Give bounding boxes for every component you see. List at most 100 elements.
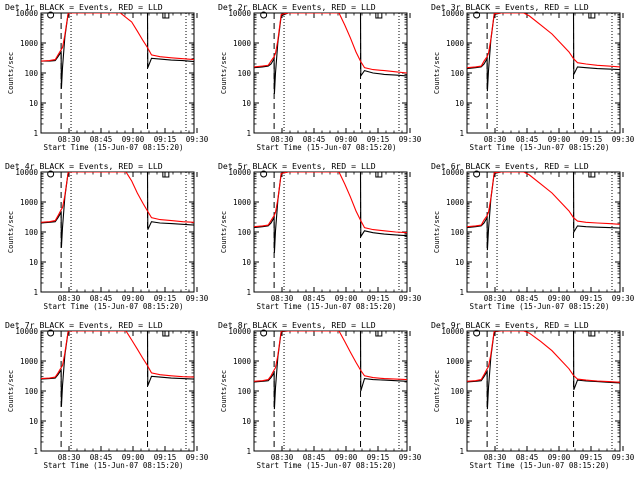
y-tick-label: 10000 [228,168,251,177]
top-circle-marker [47,11,55,19]
x-tick-label: 09:00 [335,135,358,144]
detector-panel: Det 9r BLACK = Events, RED = LLD 1 10 100 10… [431,320,635,470]
y-tick-label: 1 [246,288,251,297]
y-tick-label: 1000 [20,357,39,366]
top-circle-marker [47,329,55,337]
top-bracket-marker [588,331,596,337]
y-axis-label: Counts/sec [7,211,15,253]
x-tick-label: 08:30 [271,453,294,462]
plot-frame [40,171,195,293]
panel-title: Det 5r BLACK = Events, RED = LLD [218,161,376,171]
y-tick-label: 1 [459,129,464,138]
y-tick-label: 1 [33,447,38,456]
x-tick-label: 08:45 [90,453,113,462]
y-tick-label: 100 [24,69,38,78]
y-tick-label: 100 [24,228,38,237]
x-tick-label: 09:00 [122,453,145,462]
panel-title: Det 8r BLACK = Events, RED = LLD [218,320,376,330]
top-bracket-marker [375,13,383,19]
x-tick-label: 09:30 [612,453,635,462]
plot-frame [40,12,195,134]
x-tick-label: 09:15 [154,294,177,303]
x-tick-label: 08:30 [271,294,294,303]
x-tick-label: 09:15 [367,294,390,303]
x-tick-label: 09:00 [548,135,571,144]
series-line-lld [254,172,407,234]
y-axis-label: Counts/sec [7,370,15,412]
x-tick-label: 09:00 [548,453,571,462]
y-tick-label: 10000 [228,9,251,18]
x-tick-label: 09:15 [154,453,177,462]
plot-frame [466,171,621,293]
x-tick-label: 09:30 [612,294,635,303]
x-tick-label: 08:30 [484,294,507,303]
y-tick-label: 10000 [441,168,464,177]
top-bracket-marker [162,172,170,178]
y-tick-label: 10000 [441,327,464,336]
x-tick-label: 08:45 [90,135,113,144]
x-tick-label: 09:30 [186,135,209,144]
x-axis-label: Start Time (15-Jun-07 08:15:20) [470,143,610,152]
x-tick-label: 09:30 [399,453,422,462]
x-axis-label: Start Time (15-Jun-07 08:15:20) [470,461,610,470]
series-line-lld [254,13,407,74]
x-tick-label: 08:45 [516,453,539,462]
top-circle-marker [260,11,268,19]
x-tick-label: 08:45 [303,135,326,144]
panel-title: Det 7r BLACK = Events, RED = LLD [5,320,163,330]
series-line-lld [254,331,407,382]
detector-panel: Det 2r BLACK = Events, RED = LLD 1 10 100 10… [218,2,422,152]
x-tick-label: 08:45 [516,135,539,144]
top-bracket-marker [588,172,596,178]
series-line-lld [467,172,620,228]
y-tick-label: 100 [450,69,464,78]
y-axis-label: Counts/sec [433,52,441,94]
x-tick-label: 09:15 [580,294,603,303]
top-circle-marker [260,170,268,178]
plot-frame [40,330,195,452]
series-line-lld [467,13,620,69]
top-circle-marker [473,329,481,337]
series-line-events [41,331,194,407]
top-circle-marker [473,170,481,178]
y-axis-label: Counts/sec [220,211,228,253]
y-tick-label: 1000 [20,39,39,48]
detector-panel: Det 6r BLACK = Events, RED = LLD 1 10 100 10… [431,161,635,311]
plot-frame [253,12,408,134]
y-tick-label: 1 [246,447,251,456]
x-tick-label: 09:15 [367,135,390,144]
x-tick-label: 08:30 [484,135,507,144]
y-tick-label: 100 [237,69,251,78]
top-bracket-marker [375,331,383,337]
y-tick-label: 10 [242,417,252,426]
y-tick-label: 1 [459,447,464,456]
y-tick-label: 100 [237,228,251,237]
y-tick-label: 10 [29,258,39,267]
series-line-lld [41,331,194,380]
x-tick-label: 09:00 [122,294,145,303]
y-tick-label: 10 [242,258,252,267]
y-tick-label: 100 [237,387,251,396]
series-line-events [254,13,407,95]
panel-title: Det 2r BLACK = Events, RED = LLD [218,2,376,12]
detector-panel: Det 1r BLACK = Events, RED = LLD 1 10 100 10… [5,2,209,152]
x-axis-label: Start Time (15-Jun-07 08:15:20) [470,302,610,311]
series-line-events [41,172,194,248]
series-line-events [254,331,407,410]
plot-frame [253,171,408,293]
x-tick-label: 09:15 [154,135,177,144]
series-line-lld [467,331,620,383]
plot-frame [466,12,621,134]
panel-title: Det 1r BLACK = Events, RED = LLD [5,2,163,12]
y-tick-label: 1000 [20,198,39,207]
top-bracket-marker [375,172,383,178]
y-tick-label: 10 [455,417,465,426]
y-tick-label: 10000 [441,9,464,18]
plot-frame [253,330,408,452]
x-tick-label: 09:00 [335,294,358,303]
detector-panel: Det 5r BLACK = Events, RED = LLD 1 10 100 10… [218,161,422,311]
y-axis-label: Counts/sec [220,52,228,94]
x-tick-label: 09:15 [367,453,390,462]
detector-panel: Det 4r BLACK = Events, RED = LLD 1 10 100 10… [5,161,209,311]
